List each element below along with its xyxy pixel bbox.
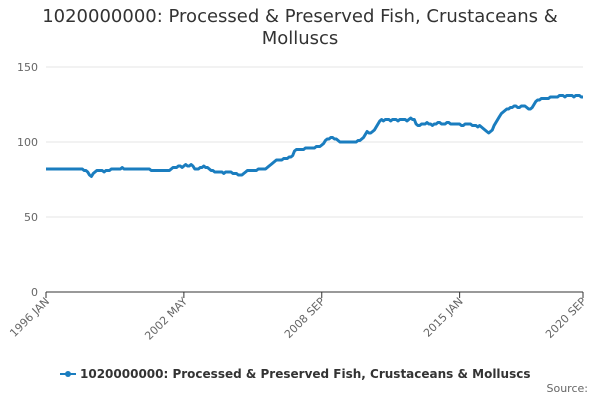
y-tick-label: 150 bbox=[17, 61, 38, 74]
x-tick-label: 2008 SEP bbox=[282, 295, 328, 341]
source-label: Source: bbox=[547, 382, 589, 395]
x-tick-label: 1996 JAN bbox=[7, 295, 52, 340]
legend-label: 1020000000: Processed & Preserved Fish, … bbox=[80, 367, 530, 381]
chart-title: 1020000000: Processed & Preserved Fish, … bbox=[42, 6, 558, 49]
x-tick-label: 2002 MAY bbox=[142, 295, 190, 343]
y-tick-label: 50 bbox=[24, 211, 38, 224]
x-tick-label: 2015 JAN bbox=[421, 295, 466, 340]
y-tick-label: 0 bbox=[31, 286, 38, 299]
y-tick-label: 100 bbox=[17, 136, 38, 149]
x-tick-label: 2020 SEP bbox=[543, 295, 589, 341]
data-line bbox=[46, 94, 583, 178]
legend-marker bbox=[65, 371, 71, 377]
